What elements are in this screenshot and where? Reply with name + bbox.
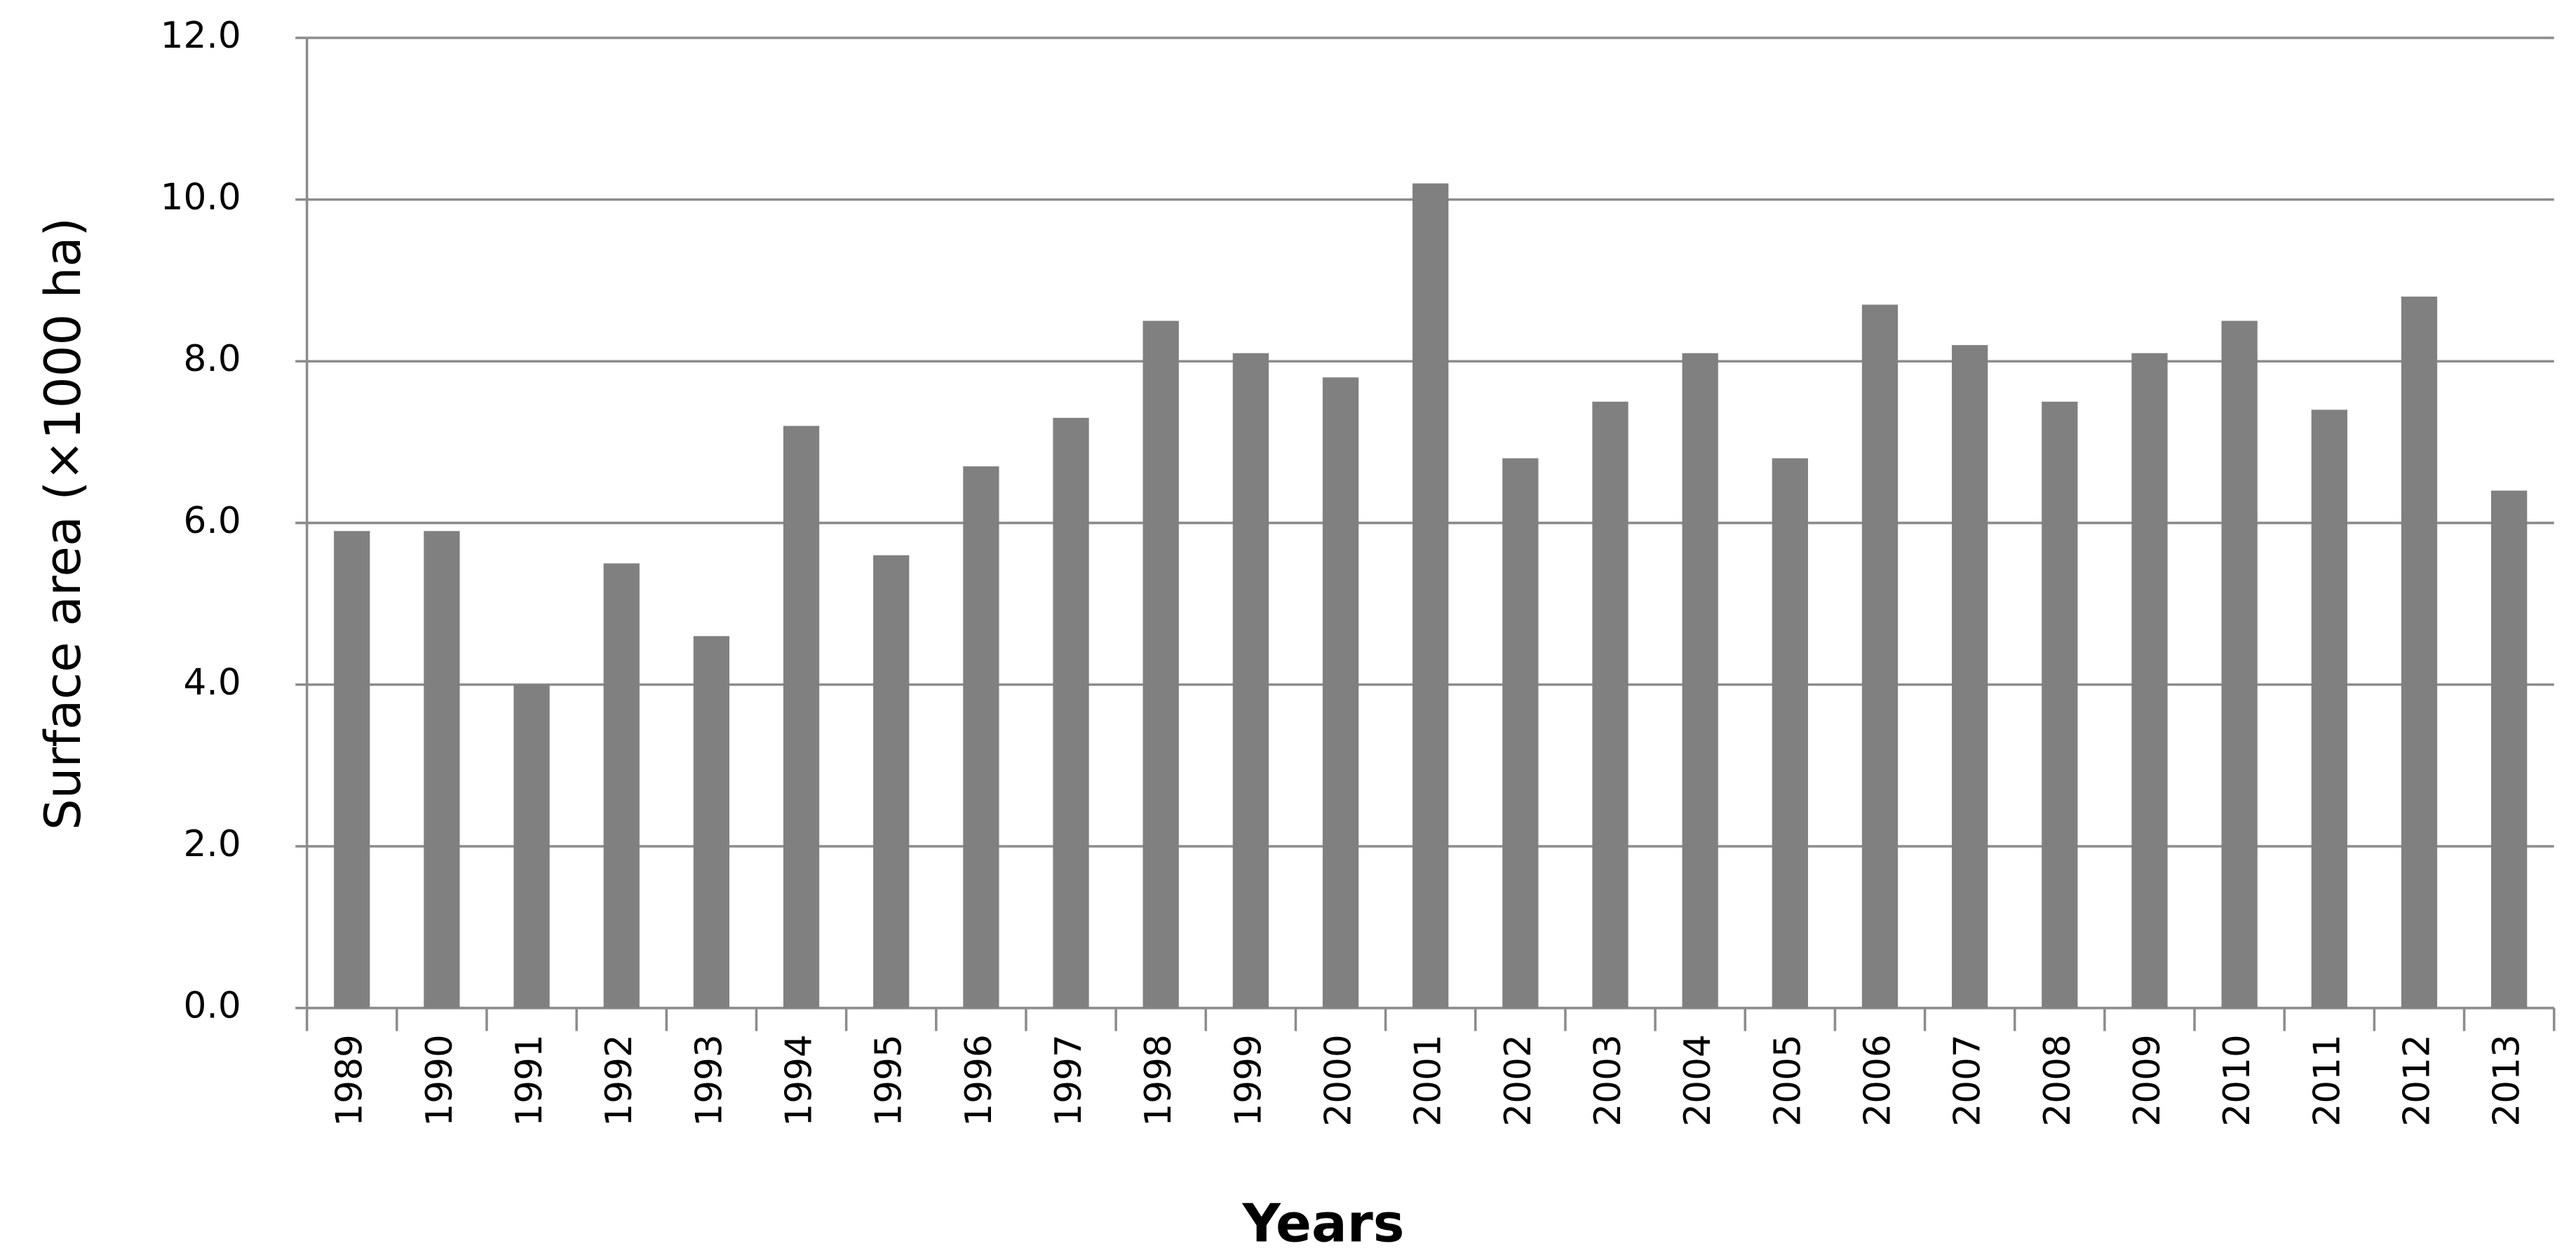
bar xyxy=(334,531,370,1008)
y-tick-label: 2.0 xyxy=(184,823,241,865)
x-tick-label: 2001 xyxy=(1408,1034,1450,1126)
bar xyxy=(2221,320,2258,1008)
x-tick-label: 2008 xyxy=(2037,1034,2079,1126)
bar xyxy=(424,531,460,1008)
x-tick-label: 2009 xyxy=(2126,1034,2169,1126)
bar xyxy=(1322,377,1359,1008)
bar xyxy=(1053,417,1089,1008)
bar xyxy=(603,563,640,1008)
bar xyxy=(873,555,910,1008)
bar xyxy=(2131,353,2168,1008)
bar xyxy=(513,684,550,1008)
x-tick-label: 2002 xyxy=(1497,1034,1539,1126)
x-tick-label: 2006 xyxy=(1857,1034,1899,1126)
x-tick-label: 1991 xyxy=(508,1034,551,1126)
x-tick-label: 2004 xyxy=(1677,1034,1719,1126)
x-tick-label: 1997 xyxy=(1048,1034,1090,1126)
bar xyxy=(1682,353,1718,1008)
bar xyxy=(1952,345,1988,1008)
bar xyxy=(783,426,820,1008)
x-tick-label: 2003 xyxy=(1587,1034,1629,1126)
y-tick-label: 6.0 xyxy=(184,500,241,542)
y-tick-label: 4.0 xyxy=(184,661,241,703)
bar xyxy=(2491,490,2528,1008)
x-tick-label: 1989 xyxy=(329,1034,371,1126)
x-tick-label: 1992 xyxy=(598,1034,640,1126)
y-axis-title: Surface area (×1000 ha) xyxy=(34,217,92,830)
bar xyxy=(1502,458,1539,1008)
x-tick-label: 1995 xyxy=(868,1034,910,1126)
x-tick-label: 2012 xyxy=(2396,1034,2438,1126)
y-tick-label: 12.0 xyxy=(161,15,241,57)
bar xyxy=(2311,409,2347,1008)
x-tick-label: 2013 xyxy=(2486,1034,2528,1126)
bar xyxy=(2042,401,2078,1008)
x-tick-label: 1996 xyxy=(958,1034,1000,1126)
y-tick-label: 8.0 xyxy=(184,338,241,380)
x-tick-label: 1990 xyxy=(419,1034,461,1126)
bar xyxy=(1142,320,1179,1008)
y-tick-label: 10.0 xyxy=(161,177,241,219)
x-tick-label: 2011 xyxy=(2306,1034,2348,1126)
bar xyxy=(963,466,999,1008)
x-tick-label: 2007 xyxy=(1947,1034,1989,1126)
x-tick-label: 1999 xyxy=(1227,1034,1269,1126)
bar xyxy=(1592,401,1628,1008)
x-tick-label: 1998 xyxy=(1138,1034,1180,1126)
bar xyxy=(1412,183,1449,1008)
bar xyxy=(693,636,730,1008)
bar xyxy=(1232,353,1269,1008)
x-tick-label: 2010 xyxy=(2216,1034,2258,1126)
x-tick-label: 1993 xyxy=(688,1034,730,1126)
x-tick-label: 2005 xyxy=(1767,1034,1809,1126)
bar xyxy=(2401,296,2438,1008)
y-tick-label: 0.0 xyxy=(184,985,241,1027)
bar xyxy=(1772,458,1808,1008)
bar xyxy=(1861,304,1899,1008)
x-axis-title: Years xyxy=(1241,1193,1404,1254)
x-tick-label: 1994 xyxy=(778,1034,821,1126)
x-tick-label: 2000 xyxy=(1318,1034,1360,1126)
